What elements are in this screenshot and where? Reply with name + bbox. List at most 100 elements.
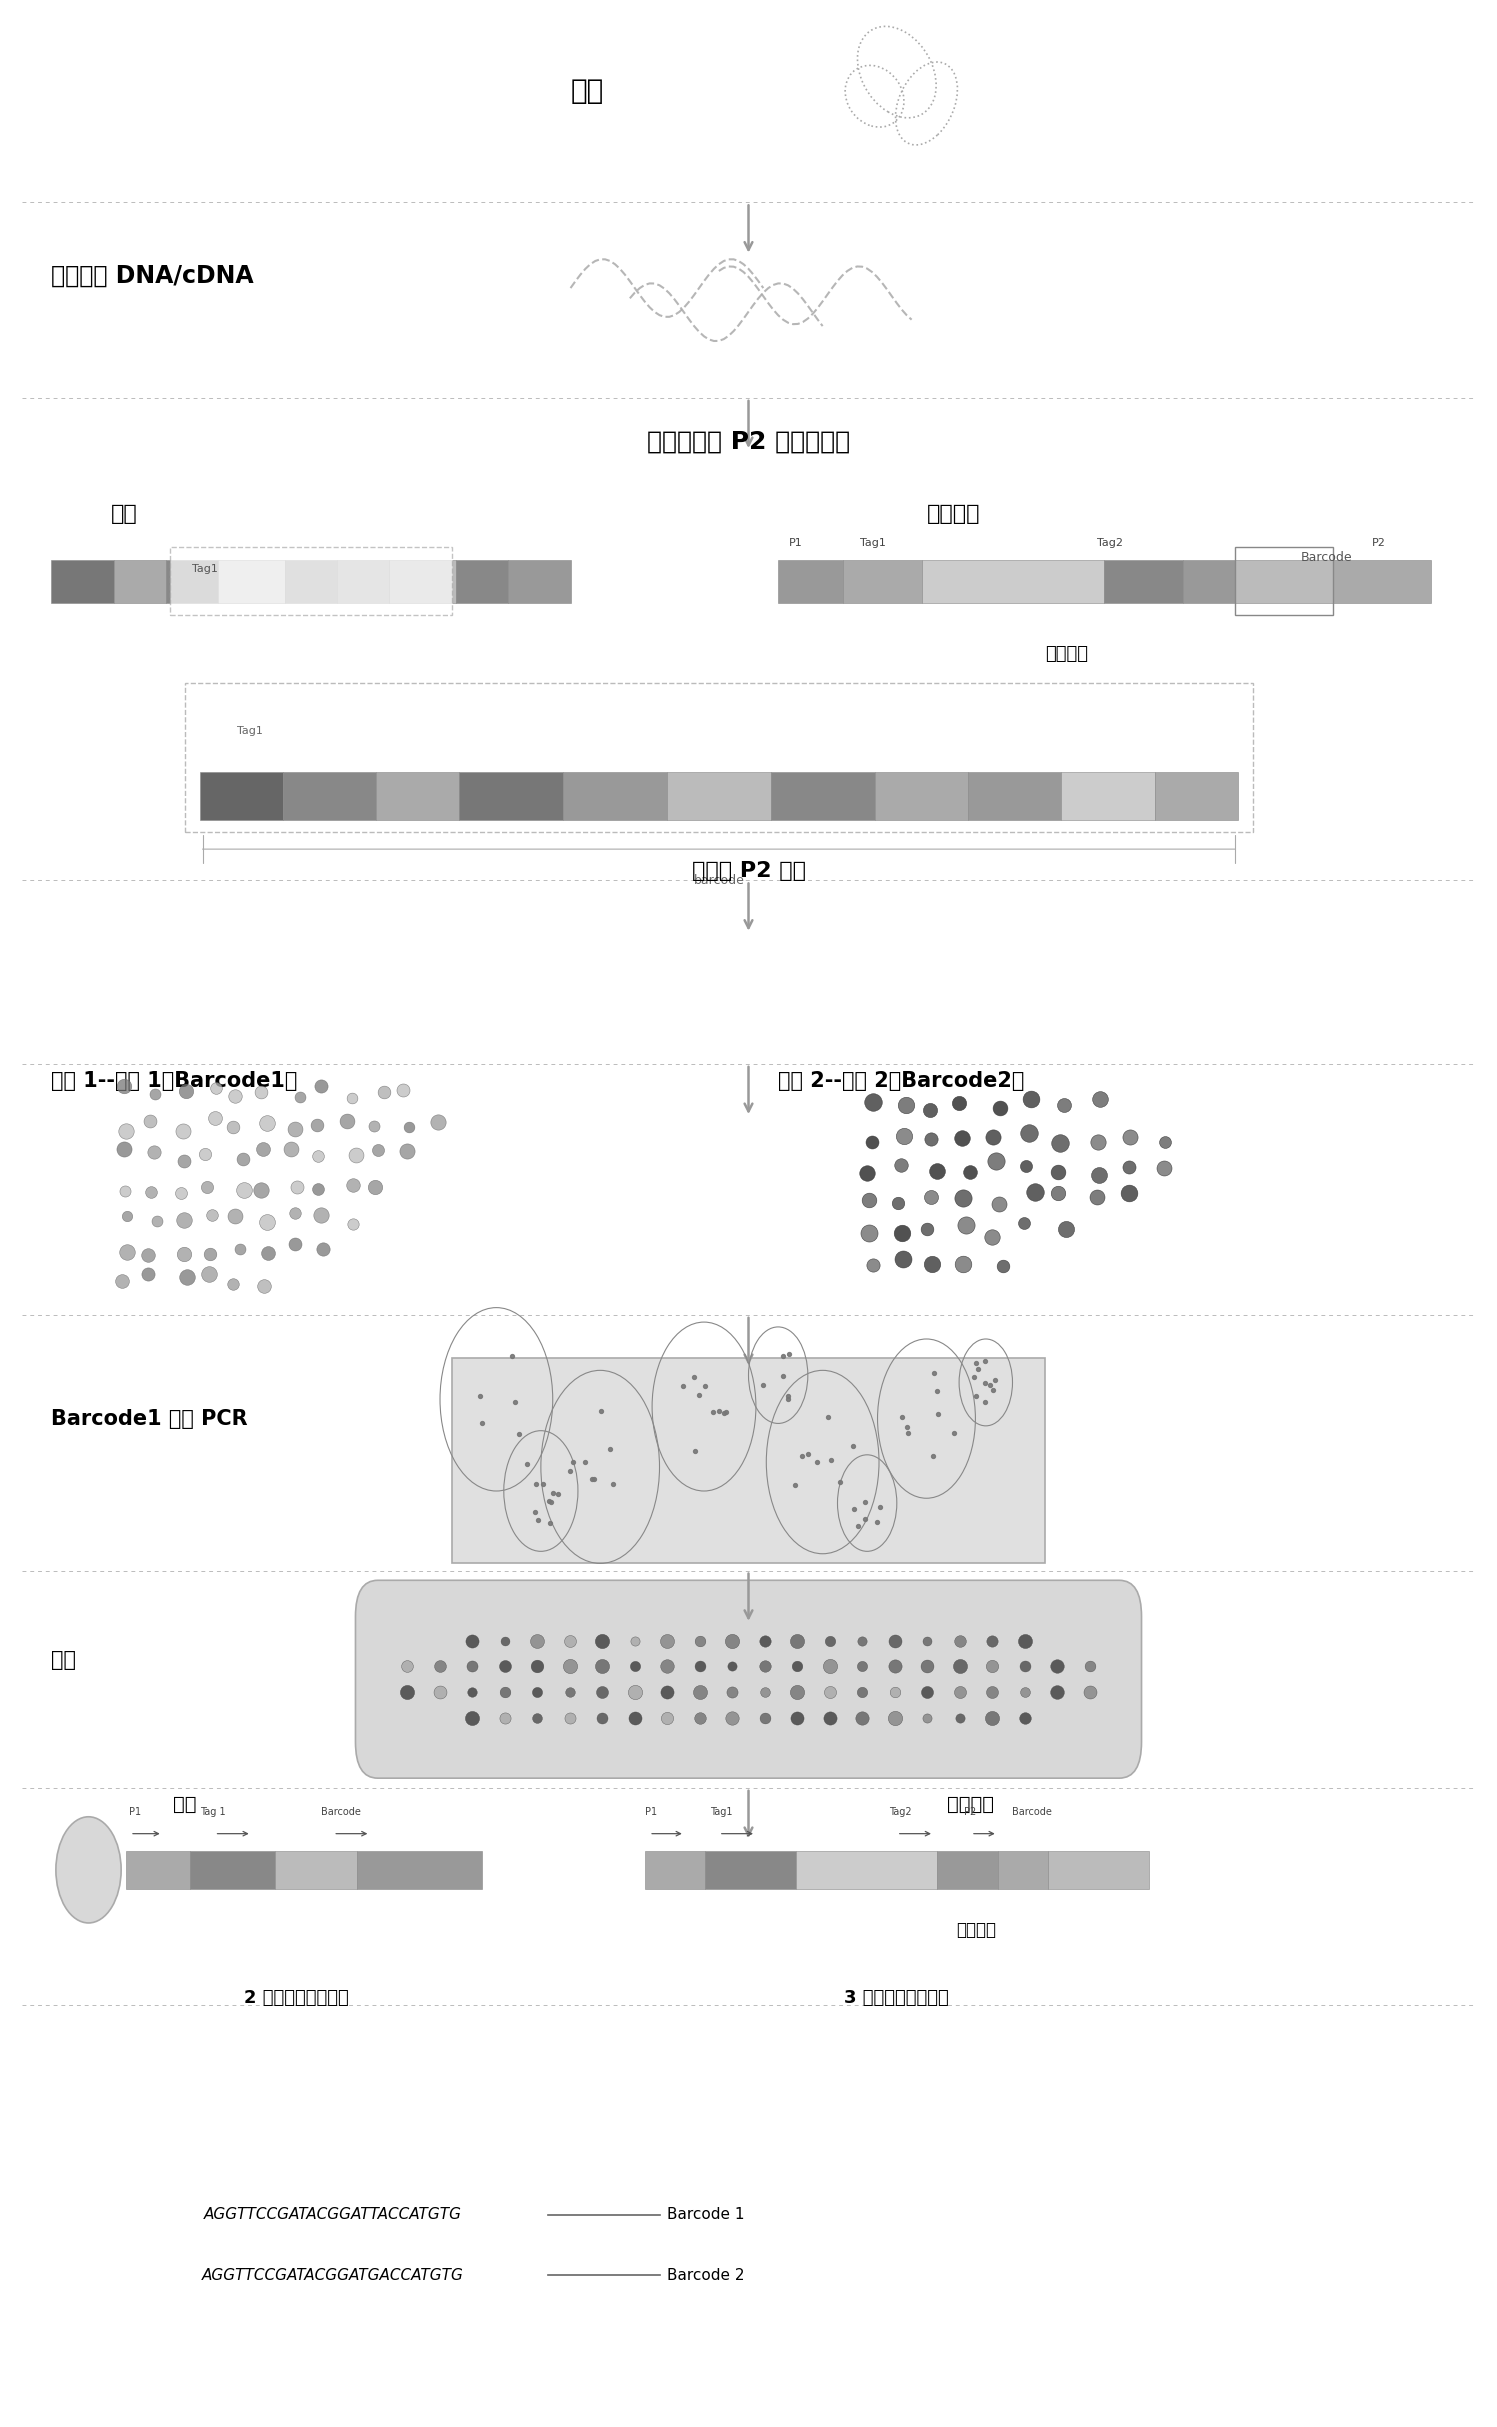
Point [687, 1672, 711, 1711]
Point [843, 1490, 867, 1529]
Point [894, 1085, 918, 1124]
Bar [171, 549, 452, 614]
Point [1153, 1121, 1177, 1160]
Point [172, 1235, 196, 1274]
Point [139, 1172, 163, 1211]
Point [1117, 1148, 1141, 1187]
Point [951, 1180, 975, 1218]
Point [232, 1170, 256, 1209]
Text: Tag2: Tag2 [1097, 539, 1123, 549]
Point [856, 1180, 880, 1218]
Point [817, 1648, 841, 1687]
Point [922, 1354, 946, 1393]
Point [1048, 1124, 1072, 1163]
Point [145, 1201, 169, 1240]
Point [254, 1201, 278, 1240]
Point [921, 1437, 945, 1476]
Point [461, 1621, 485, 1660]
Point [1012, 1621, 1036, 1660]
Point [750, 1366, 774, 1405]
Point [283, 1109, 307, 1148]
Point [1012, 1648, 1036, 1687]
Point [948, 1648, 972, 1687]
Point [493, 1699, 516, 1738]
Point [841, 1427, 865, 1466]
Point [711, 1393, 735, 1432]
Point [853, 1500, 877, 1539]
Point [720, 1699, 744, 1738]
Point [1019, 1080, 1043, 1119]
Point [503, 1383, 527, 1422]
Point [1078, 1648, 1102, 1687]
Text: 样品: 样品 [570, 78, 603, 104]
Text: Tag1: Tag1 [192, 563, 219, 575]
Point [1022, 1172, 1046, 1211]
Point [753, 1672, 777, 1711]
Point [289, 1078, 313, 1116]
Point [305, 1107, 329, 1146]
Point [112, 1068, 136, 1107]
Point [883, 1699, 907, 1738]
Point [391, 1070, 415, 1109]
Bar [509, 561, 570, 602]
Point [858, 1214, 882, 1252]
Point [623, 1699, 647, 1738]
Text: Barcode: Barcode [1012, 1808, 1052, 1818]
Point [305, 1170, 329, 1209]
Point [522, 1493, 546, 1531]
Circle shape [55, 1818, 121, 1922]
Point [515, 1444, 539, 1483]
Bar [337, 561, 389, 602]
Point [1078, 1672, 1102, 1711]
Point [720, 1648, 744, 1687]
Point [198, 1235, 222, 1274]
Text: barcode: barcode [693, 874, 744, 886]
Point [582, 1459, 606, 1497]
Bar [283, 772, 376, 820]
Bar [668, 772, 771, 820]
Bar [1332, 561, 1431, 602]
Point [819, 1442, 843, 1480]
Text: Barcode 2: Barcode 2 [668, 2267, 744, 2284]
Point [539, 1483, 563, 1522]
Point [948, 1699, 972, 1738]
Point [886, 1184, 910, 1223]
Point [623, 1648, 647, 1687]
Text: Barcode: Barcode [322, 1808, 361, 1818]
Point [204, 1099, 228, 1138]
Point [1018, 1114, 1042, 1153]
Point [364, 1167, 388, 1206]
Point [964, 1345, 988, 1383]
Point [988, 1090, 1012, 1129]
Point [1087, 1155, 1111, 1194]
Bar [1154, 772, 1238, 820]
Point [362, 1107, 386, 1146]
Point [540, 1473, 564, 1512]
Point [142, 1133, 166, 1172]
Point [579, 1459, 603, 1497]
Point [531, 1466, 555, 1505]
Point [892, 1116, 916, 1155]
Point [796, 1434, 820, 1473]
Point [981, 1218, 1004, 1257]
Bar [969, 772, 1061, 820]
Point [493, 1648, 516, 1687]
Point [307, 1136, 331, 1175]
Bar [452, 1359, 1045, 1563]
FancyBboxPatch shape [355, 1580, 1142, 1779]
Bar [1235, 561, 1332, 602]
Point [1012, 1699, 1036, 1738]
Text: 配对末端: 配对末端 [948, 1796, 994, 1815]
Text: Barcode1 乳液 PCR: Barcode1 乳液 PCR [51, 1408, 249, 1430]
Point [428, 1672, 452, 1711]
Point [1052, 1085, 1076, 1124]
Bar [460, 772, 563, 820]
Point [1015, 1146, 1039, 1184]
Bar [937, 1849, 997, 1888]
Point [921, 1245, 945, 1284]
Point [918, 1090, 942, 1129]
Point [865, 1502, 889, 1541]
Point [855, 1153, 879, 1192]
Point [142, 1075, 166, 1114]
Point [915, 1209, 939, 1247]
